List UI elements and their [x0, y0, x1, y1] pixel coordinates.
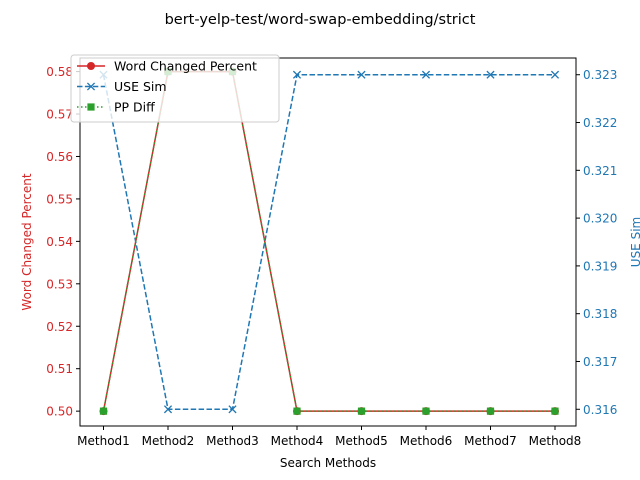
left-tick-label: 0.58 [46, 65, 73, 79]
series-use-sim [99, 70, 560, 414]
right-tick-label: 0.317 [583, 355, 617, 369]
data-point [292, 70, 302, 79]
x-tick-label: Method5 [335, 434, 388, 448]
left-tick-label: 0.51 [46, 362, 73, 376]
data-point [99, 407, 108, 415]
x-tick-label: Method6 [400, 434, 453, 448]
data-point [486, 407, 495, 415]
x-tick-label: Method7 [464, 434, 517, 448]
right-axis-title: USE Sim [629, 217, 640, 267]
legend-marker [86, 82, 96, 91]
legend: Word Changed Percent USE Sim PP Diff [70, 54, 280, 123]
left-tick-label: 0.56 [46, 150, 73, 164]
data-point [228, 405, 237, 414]
x-tick-label: Method2 [142, 434, 195, 448]
x-tick-label: Method3 [206, 434, 259, 448]
legend-label: Word Changed Percent [114, 59, 257, 74]
right-tick-label: 0.320 [583, 212, 617, 226]
data-point [486, 70, 495, 79]
legend-label: USE Sim [114, 79, 167, 94]
x-tick-label: Method8 [529, 434, 582, 448]
data-point [421, 70, 431, 79]
left-axis-title: Word Changed Percent [20, 173, 34, 310]
right-tick-label: 0.323 [583, 68, 617, 82]
chart-title: bert-yelp-test/word-swap-embedding/stric… [165, 12, 476, 28]
legend-marker [87, 62, 95, 70]
legend-marker [87, 103, 95, 111]
right-tick-label: 0.318 [583, 307, 617, 321]
data-point [163, 405, 173, 414]
data-point [357, 407, 366, 415]
left-tick-label: 0.53 [46, 277, 73, 291]
left-tick-label: 0.57 [46, 108, 73, 122]
series-line [102, 70, 555, 412]
left-tick-label: 0.52 [46, 320, 73, 334]
data-point [293, 407, 301, 415]
right-tick-label: 0.322 [583, 116, 617, 130]
x-tick-label: Method1 [77, 434, 130, 448]
right-tick-label: 0.321 [583, 164, 617, 178]
data-point [551, 407, 559, 415]
left-tick-label: 0.55 [46, 192, 73, 206]
plot-frame [79, 57, 577, 427]
series-line [102, 73, 555, 411]
legend-label: PP Diff [114, 100, 155, 115]
right-tick-label: 0.319 [583, 259, 617, 273]
data-point [357, 70, 366, 79]
left-tick-label: 0.54 [46, 235, 73, 249]
legend-box [70, 54, 280, 123]
data-point [422, 407, 430, 415]
x-tick-label: Method4 [271, 434, 324, 448]
x-axis-title: Search Methods [280, 456, 376, 470]
right-tick-label: 0.316 [583, 403, 617, 417]
series-line [102, 70, 555, 412]
data-point [550, 70, 560, 79]
left-tick-label: 0.50 [46, 405, 73, 419]
